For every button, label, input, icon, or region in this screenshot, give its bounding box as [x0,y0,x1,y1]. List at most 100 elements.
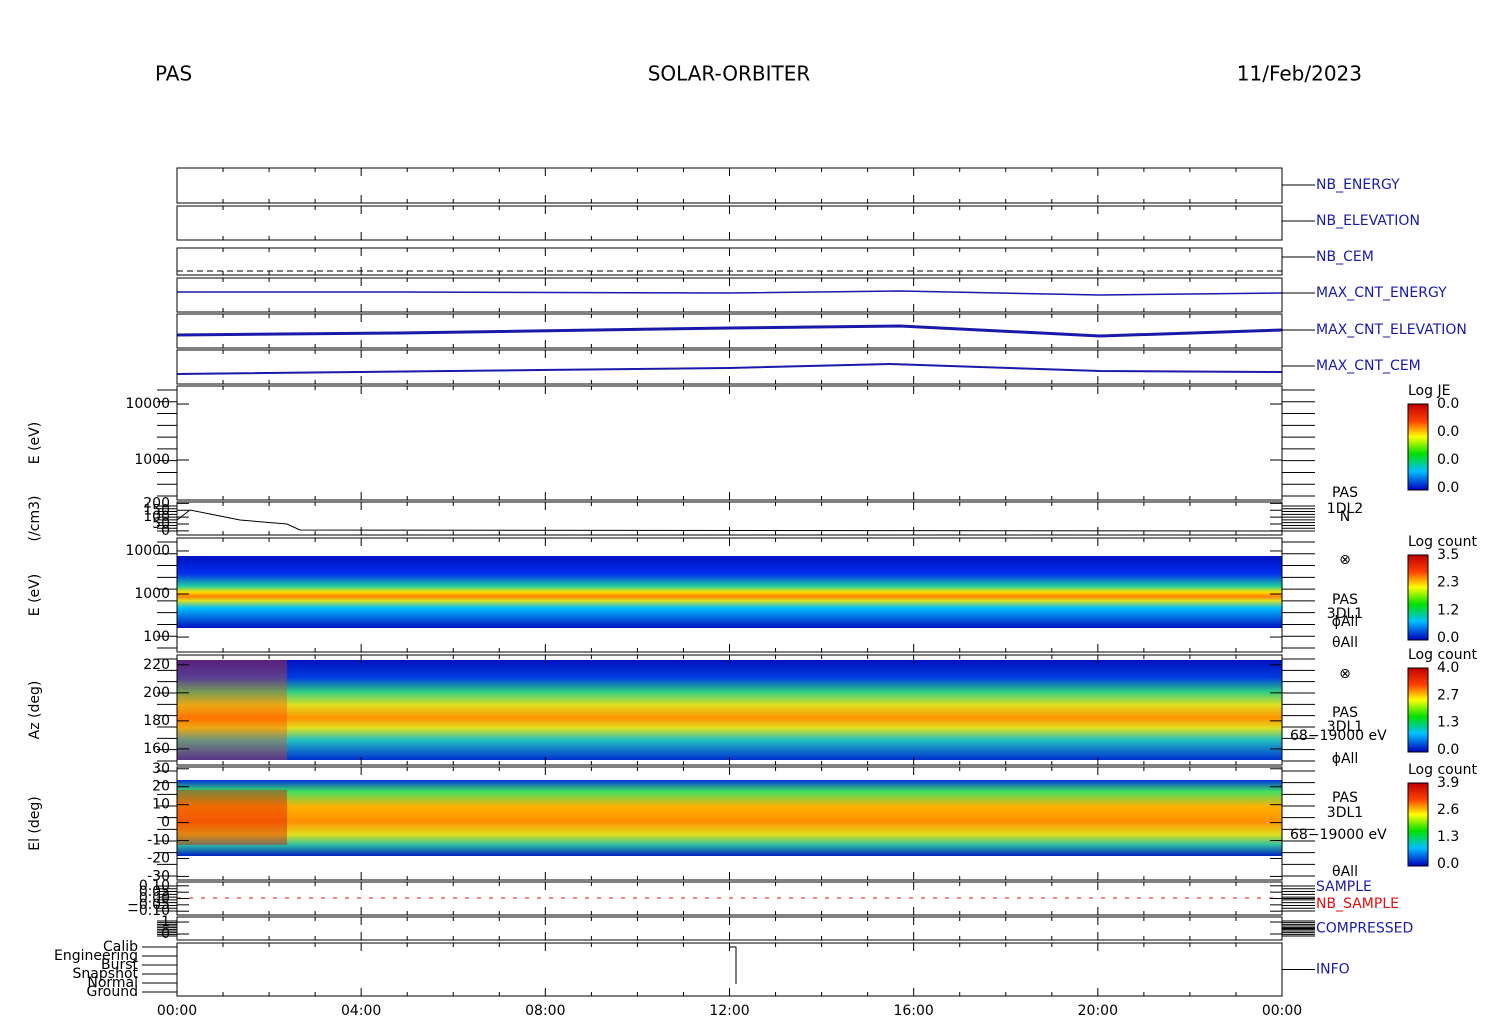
category-label: Normal [87,975,138,991]
y-tick-label: −0.05 [127,897,170,913]
colorbar-label: 0.0 [1437,452,1459,468]
colorbar-title: Log JE [1408,383,1450,399]
side-label: θAll [1332,635,1358,651]
right-label: INFO [1316,962,1350,978]
y-tick-label: 10000 [125,543,170,559]
y-tick-label: 10 [152,797,170,813]
y-tick-label: 220 [143,657,170,673]
right-label: NB_ELEVATION [1316,213,1420,229]
right-label: NB_CEM [1316,249,1374,265]
side-label: θAll [1332,864,1358,880]
y-tick-label: −0.10 [127,903,170,919]
y-tick-label: 0.10 [139,878,170,894]
category-label: Ground [87,984,139,1000]
side-label: ϕAll [1332,751,1359,767]
right-label: MAX_CNT_ELEVATION [1316,322,1467,338]
category-label: Snapshot [73,966,139,982]
y-tick-label: 200 [143,495,170,511]
side-label: PAS [1332,485,1358,501]
colorbar [1407,667,1429,753]
colorbar [1407,403,1429,491]
colorbar-label: 0.0 [1437,480,1459,496]
side-label: 3DL1 [1327,805,1363,821]
date: 11/Feb/2023 [1237,62,1362,86]
side-label: ⊗ [1339,666,1351,682]
panel-frame [176,385,1283,501]
colorbar-label: 0.0 [1437,856,1459,872]
spectrogram-highlight [177,660,287,760]
spectrogram-highlight [177,790,287,845]
colorbar-label: 2.6 [1437,802,1459,818]
y-tick-label: 1 [161,914,170,930]
y-axis-label: E (eV) [27,574,43,616]
x-tick-label: 12:00 [709,1003,749,1019]
colorbar-title: Log count [1408,762,1477,778]
x-tick-label: 08:00 [525,1003,565,1019]
trace [176,509,1283,532]
colorbar [1407,554,1429,641]
x-tick-label: 16:00 [893,1003,933,1019]
side-label: PAS [1332,705,1358,721]
x-tick-label: 00:00 [1262,1003,1302,1019]
y-tick-label: 10000 [125,396,170,412]
azimuth-spectrogram [177,660,1282,760]
side-label: N [1340,509,1350,525]
colorbar-label: 1.2 [1437,602,1459,618]
colorbar-label: 2.7 [1437,687,1459,703]
energy-spectrogram [177,556,1282,628]
y-axis-label: (/cm3) [27,496,43,542]
colorbar-label: 1.3 [1437,715,1459,731]
right-label: NB_SAMPLE [1316,896,1399,912]
side-label: PAS [1332,790,1358,806]
colorbar-label: 0.0 [1437,396,1459,412]
category-label: Burst [101,957,139,973]
trace [177,290,1283,296]
x-tick-label: 04:00 [341,1003,381,1019]
elevation-spectrogram [177,780,1282,856]
trace [729,946,737,984]
category-label: Engineering [54,948,138,964]
y-tick-label: 0 [161,815,170,831]
y-tick-label: 20 [152,779,170,795]
colorbar-label: 2.3 [1437,575,1459,591]
mission: SOLAR-ORBITER [648,62,811,86]
colorbar-label: 4.0 [1437,660,1459,676]
right-label: MAX_CNT_CEM [1316,358,1421,374]
category-label: Calib [103,939,138,955]
trace [176,324,1283,338]
colorbar-title: Log count [1408,534,1477,550]
colorbar-label: 0.0 [1437,742,1459,758]
y-tick-label: 200 [143,685,170,701]
colorbar-label: 0.0 [1437,424,1459,440]
instrument: PAS [155,62,192,86]
y-axis-label: E (eV) [27,422,43,464]
y-tick-label: 180 [143,713,170,729]
y-tick-label: -20 [147,850,170,866]
y-tick-label: 30 [152,761,170,777]
side-label: ϕAll [1332,614,1359,630]
y-tick-label: 100 [143,509,170,525]
side-label: 68−19000 eV [1290,827,1387,843]
trace [176,362,1283,375]
y-tick-label: 1000 [134,452,170,468]
y-tick-label: 160 [143,741,170,757]
colorbar-title: Log count [1408,647,1477,663]
colorbar-label: 1.3 [1437,829,1459,845]
y-axis-label: Az (deg) [27,681,43,740]
side-label: 1DL2 [1327,501,1363,517]
colorbar-label: 3.5 [1437,547,1459,563]
y-axis-label: El (deg) [27,796,43,851]
colorbar [1407,782,1429,867]
side-label: ⊗ [1339,552,1351,568]
right-label: NB_ENERGY [1316,177,1400,193]
y-tick-label: 1000 [134,586,170,602]
right-label: COMPRESSED [1316,921,1413,937]
y-tick-label: 100 [143,629,170,645]
side-label: 3DL1 [1327,719,1363,735]
colorbar-label: 0.0 [1437,630,1459,646]
side-label: 3DL1 [1327,606,1363,622]
x-tick-label: 20:00 [1078,1003,1118,1019]
side-label: 68−19000 eV [1290,728,1387,744]
side-label: PAS [1332,592,1358,608]
